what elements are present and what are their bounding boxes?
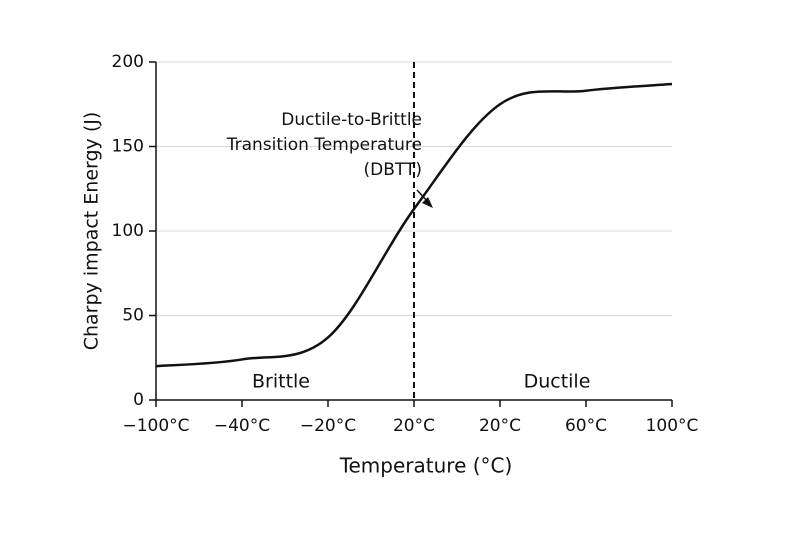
x-tick-label: −20°C: [300, 416, 356, 436]
region-label: Ductile: [524, 371, 591, 393]
y-tick-label: 0: [133, 390, 144, 410]
x-tick-label: 20°C: [393, 416, 435, 436]
x-axis-label: Temperature (°C): [339, 454, 513, 478]
region-label: Brittle: [252, 371, 310, 393]
annotation-arrowhead: [422, 197, 433, 208]
y-axis-label: Charpy impact Energy (J): [81, 112, 103, 351]
x-tick-label: −100°C: [122, 416, 189, 436]
x-tick-label: −40°C: [214, 416, 270, 436]
y-tick-label: 100: [112, 221, 144, 241]
x-tick-label: 100°C: [646, 416, 699, 436]
x-tick-label: 60°C: [565, 416, 607, 436]
curve: [155, 82, 673, 368]
annotation: Transition Temperature: [226, 135, 422, 155]
annotation: Ductile-to-Brittle: [281, 110, 422, 130]
y-tick-label: 200: [112, 52, 144, 72]
y-tick-label: 50: [122, 306, 144, 326]
annotation: (DBTT): [364, 160, 423, 180]
y-tick-label: 150: [112, 137, 144, 157]
x-tick-label: 20°C: [479, 416, 521, 436]
